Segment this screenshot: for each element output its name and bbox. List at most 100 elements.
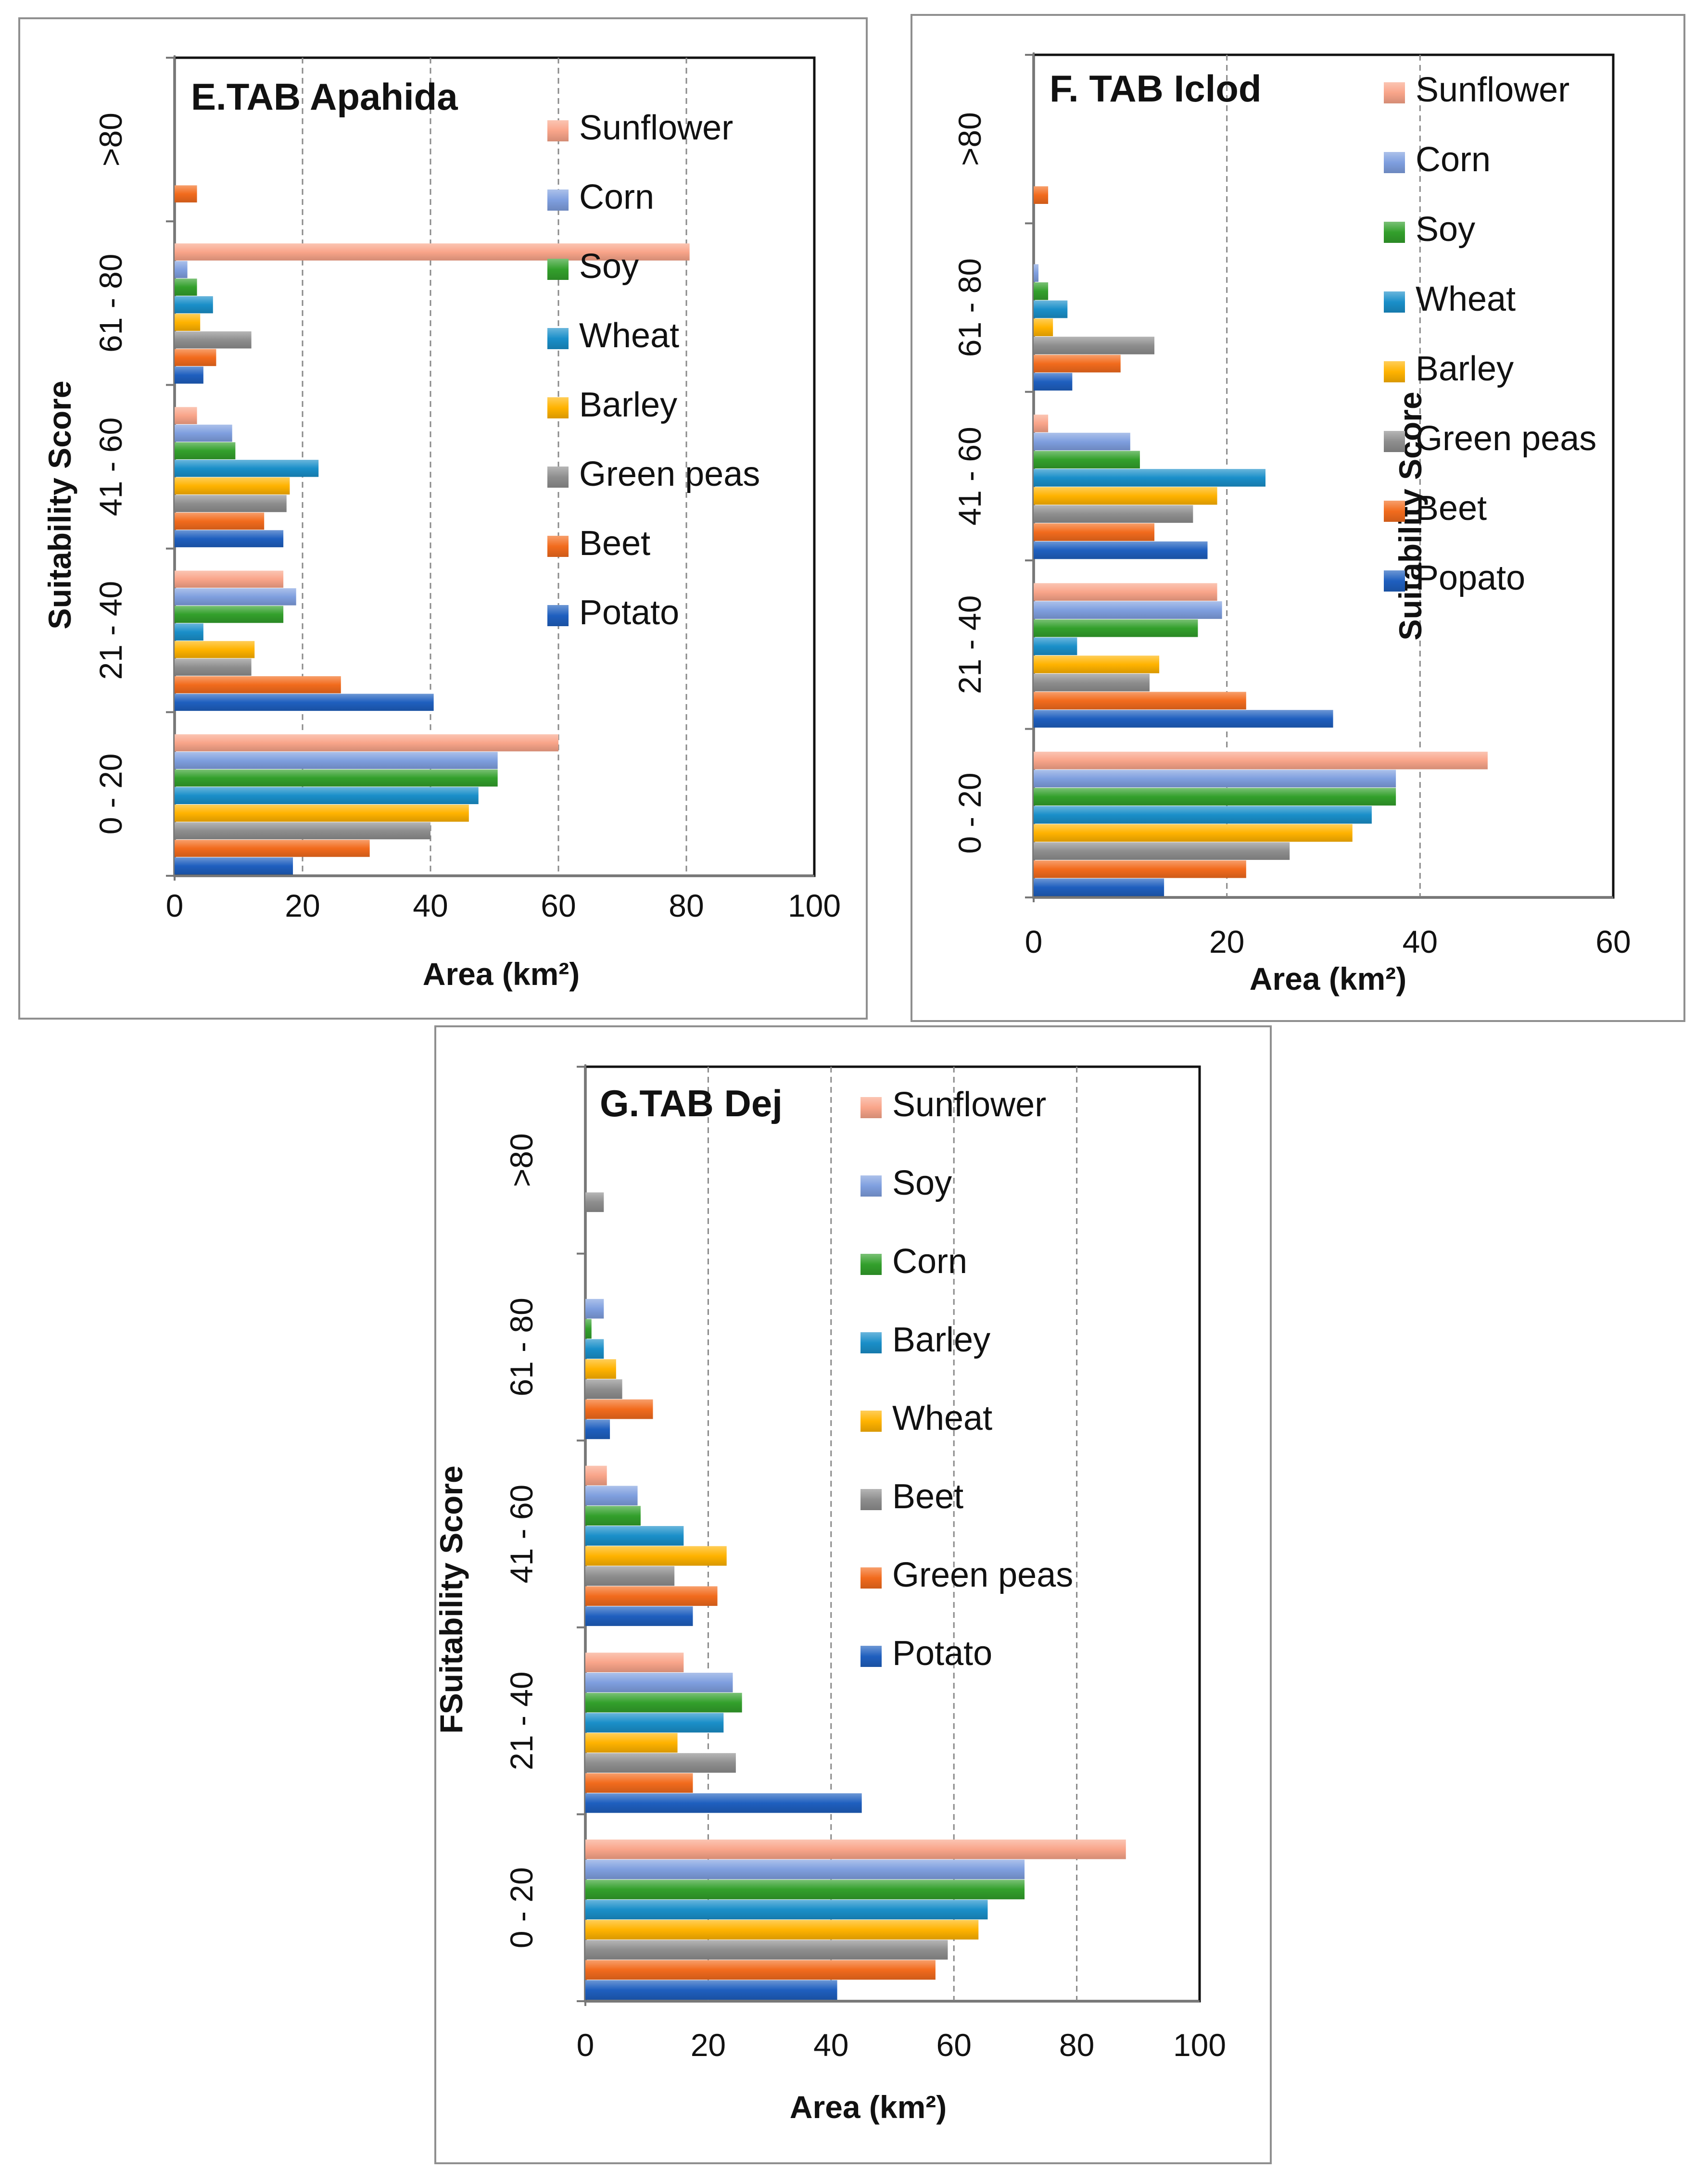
- bar-popato: [1034, 710, 1333, 728]
- bar-corn: [175, 588, 296, 606]
- bar-barley: [175, 314, 201, 331]
- x-tick-label: 60: [936, 2027, 971, 2063]
- bar-barley: [585, 1900, 988, 1919]
- bar-beet: [175, 676, 341, 694]
- bar-barley: [1034, 824, 1353, 842]
- legend-swatch: [860, 1646, 882, 1667]
- bar-beet: [175, 349, 216, 366]
- chart-e-svg: 0 - 20 21 - 40 41 - 60 61 - 80 >80 0 20 40 60 80 1…: [42, 55, 841, 992]
- y-tick-label: 61 - 80: [952, 258, 987, 357]
- x-tick-label: 40: [813, 2027, 848, 2063]
- bar-sunflower: [1034, 751, 1488, 770]
- bar-wheat: [1034, 637, 1077, 656]
- chart-panel-e: 0 - 20 21 - 40 41 - 60 61 - 80 >80 0 20 40 60 80 1…: [18, 17, 868, 1020]
- legend-swatch: [1384, 361, 1405, 382]
- bar-green-peas: [1034, 337, 1155, 354]
- legend-label: Sunflower: [579, 109, 733, 147]
- bar-green-peas: [585, 1399, 653, 1419]
- bar-potato: [175, 366, 203, 384]
- x-tick-label: 20: [691, 2027, 726, 2063]
- legend-label: Beet: [579, 524, 650, 563]
- x-tick-label: 20: [1209, 924, 1244, 959]
- legend-swatch: [860, 1489, 882, 1510]
- chart-g-svg: 0 - 20 21 - 40 41 - 60 61 - 80 >80 0 20 40 60 80 1…: [436, 1064, 1226, 2125]
- legend-label: Soy: [892, 1164, 952, 1202]
- legend-label: Barley: [1416, 350, 1514, 388]
- bar-soy: [585, 1486, 638, 1506]
- bar-wheat: [585, 1546, 727, 1566]
- bar-green-peas: [1034, 505, 1193, 523]
- bar-potato: [585, 1419, 610, 1439]
- bar-corn: [1034, 601, 1222, 619]
- x-tick-label: 0: [577, 2027, 595, 2063]
- legend-swatch: [860, 1411, 882, 1432]
- y-tick-label: >80: [93, 113, 128, 166]
- y-tick-label: 0 - 20: [952, 772, 987, 854]
- legend-label: Wheat: [579, 316, 679, 355]
- bar-wheat: [175, 787, 479, 805]
- bar-wheat: [1034, 469, 1265, 487]
- legend-swatch: [547, 397, 569, 418]
- bar-sunflower: [585, 1465, 607, 1486]
- x-axis-label: Area (km²): [423, 956, 580, 992]
- bar-wheat: [1034, 806, 1372, 824]
- bar-soy: [1034, 619, 1198, 637]
- bar-green-peas: [175, 331, 252, 349]
- y-axis-label: Suitability Score: [42, 380, 77, 629]
- bar-green-peas: [1034, 673, 1150, 692]
- legend-label: Popato: [1416, 559, 1525, 597]
- bar-beet: [1034, 692, 1246, 710]
- bar-wheat: [585, 1359, 616, 1379]
- bar-potato: [175, 857, 293, 875]
- y-tick-label: 21 - 40: [504, 1671, 539, 1770]
- bar-soy: [175, 769, 498, 787]
- legend-swatch: [1384, 570, 1405, 592]
- y-axis-label: FSuitability Score: [436, 1465, 469, 1733]
- bar-potato: [585, 1606, 693, 1626]
- bar-beet: [1034, 860, 1246, 878]
- bar-sunflower: [1034, 415, 1049, 432]
- bar-sunflower: [1034, 583, 1217, 601]
- x-tick-label: 0: [1025, 924, 1043, 959]
- legend: Sunflower Corn Soy Wheat Barley Green peas Bee…: [547, 109, 760, 632]
- x-tick-label: 80: [669, 888, 704, 923]
- bar-beet: [1034, 186, 1049, 204]
- y-tick-label: 41 - 60: [93, 417, 128, 516]
- bar-corn: [1034, 770, 1396, 788]
- legend-swatch: [1384, 291, 1405, 313]
- y-tick-label: 0 - 20: [504, 1867, 539, 1948]
- bar-sunflower: [585, 1839, 1126, 1859]
- bar-green-peas: [1034, 842, 1290, 860]
- legend-swatch: [860, 1175, 882, 1197]
- chart-title: F. TAB Iclod: [1050, 67, 1262, 110]
- bar-potato: [585, 1793, 862, 1813]
- legend-label: Corn: [579, 178, 654, 216]
- bar-soy: [1034, 282, 1049, 300]
- chart-panel-g: 0 - 20 21 - 40 41 - 60 61 - 80 >80 0 20 40 60 80 1…: [434, 1025, 1272, 2164]
- legend-label: Green peas: [1416, 419, 1596, 458]
- y-tick-label: 21 - 40: [952, 595, 987, 694]
- bar-soy: [585, 1299, 604, 1319]
- y-tick-label: 0 - 20: [93, 754, 128, 835]
- bar-green-peas: [585, 1586, 718, 1606]
- x-tick-label: 40: [1403, 924, 1438, 959]
- bar-corn: [585, 1880, 1025, 1900]
- legend-label: Green peas: [579, 455, 760, 493]
- bar-corn: [1034, 264, 1039, 282]
- legend-label: Potato: [579, 593, 679, 632]
- bar-corn: [175, 752, 498, 769]
- bar-beet: [175, 512, 265, 530]
- bar-soy: [175, 442, 236, 460]
- bar-barley: [585, 1526, 684, 1546]
- y-tick-label: 21 - 40: [93, 581, 128, 680]
- legend-swatch: [860, 1332, 882, 1353]
- legend-label: Corn: [1416, 140, 1491, 179]
- bar-corn: [1034, 432, 1130, 451]
- bar-barley: [175, 805, 469, 822]
- bar-soy: [585, 1673, 733, 1692]
- legend-swatch: [1384, 152, 1405, 173]
- bar-sunflower: [175, 407, 197, 424]
- bar-barley: [175, 477, 290, 495]
- bar-beet: [585, 1566, 675, 1586]
- chart-title: E.TAB Apahida: [191, 76, 458, 118]
